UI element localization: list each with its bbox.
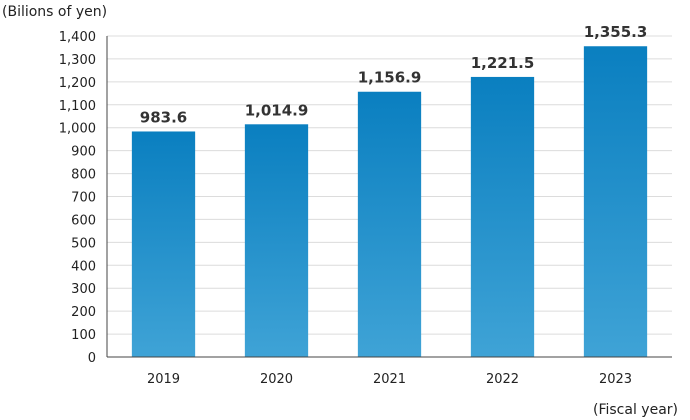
x-tick-label-2023: 2023 [599, 372, 632, 387]
y-tick-label: 1,100 [59, 99, 96, 114]
bars [131, 46, 648, 358]
bar-2020 [244, 124, 309, 357]
y-axis-title: (Bilions of yen) [2, 4, 107, 20]
bar-value-label-2020: 1,014.9 [245, 101, 309, 119]
x-tick-label-2021: 2021 [373, 372, 406, 387]
bar-value-label-2023: 1,355.3 [584, 23, 648, 41]
y-tick-label: 600 [71, 213, 96, 228]
y-tick-label: 700 [71, 191, 96, 206]
bar-2021 [357, 91, 422, 358]
y-tick-label: 300 [71, 282, 96, 297]
y-tick-label: 1,300 [59, 53, 96, 68]
y-tick-label: 800 [71, 168, 96, 183]
bar-2019 [131, 131, 196, 357]
y-tick-label: 1,000 [59, 122, 96, 137]
bar-2023 [583, 46, 648, 357]
y-tick-label: 1,400 [59, 30, 96, 45]
x-tick-label-2019: 2019 [147, 372, 180, 387]
y-tick-label: 0 [88, 351, 96, 366]
y-tick-label: 500 [71, 236, 96, 251]
bar-value-label-2022: 1,221.5 [471, 54, 535, 72]
y-tick-label: 200 [71, 305, 96, 320]
y-tick-label: 900 [71, 145, 96, 160]
y-tick-label: 400 [71, 259, 96, 274]
bar-value-label-2019: 983.6 [140, 108, 187, 126]
value-labels: 983.6 1,014.9 1,156.9 1,221.5 1,355.3 [140, 23, 648, 126]
y-tick-label: 1,200 [59, 76, 96, 91]
bar-2022 [470, 76, 535, 358]
x-axis-title: (Fiscal year) [593, 402, 678, 418]
axes: 0 100 200 300 400 500 600 700 800 900 1,000 1,100 1,… [59, 30, 672, 387]
x-tick-label-2020: 2020 [260, 372, 293, 387]
x-tick-label-2022: 2022 [486, 372, 519, 387]
y-tick-label: 100 [71, 328, 96, 343]
bar-value-label-2021: 1,156.9 [358, 69, 422, 87]
